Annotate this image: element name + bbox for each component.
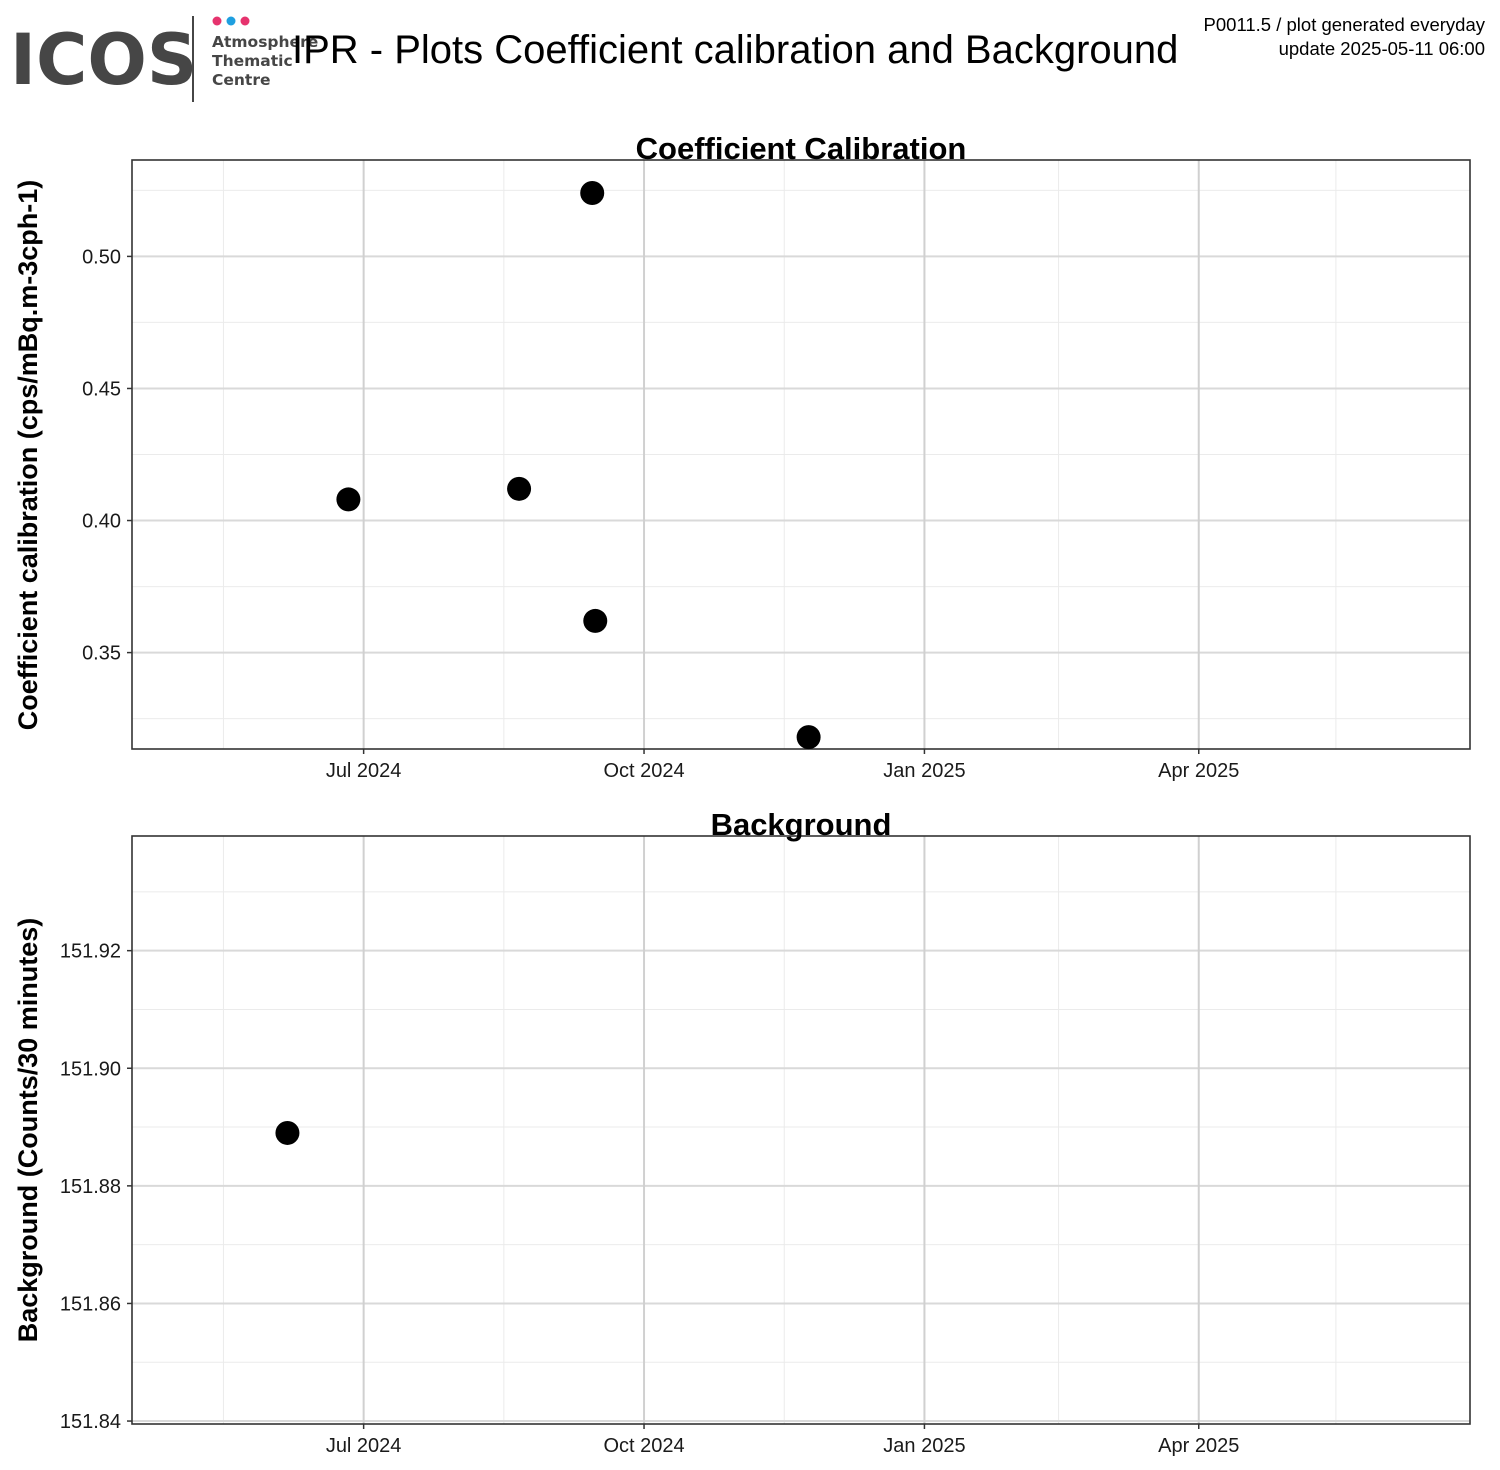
data-point [336,487,361,512]
logo-line-atmosphere: Atmosphere [212,33,318,51]
data-point [507,476,532,501]
y-axis-label: Coefficient calibration (cps/mBq.m-3cph-… [13,180,43,731]
logo-line-thematic: Thematic [212,52,293,70]
icos-logo: ICOS Atmosphere Thematic Centre [10,16,318,102]
x-tick-label: Oct 2024 [603,760,684,782]
x-tick-label: Jan 2025 [883,1435,965,1457]
y-axis-ticks: 151.84 151.86 151.88 151.90 151.92 [60,941,132,1433]
page-title: IPR - Plots Coefficient calibration and … [292,28,1178,72]
x-tick-label: Jan 2025 [883,760,965,782]
x-tick-label: Apr 2025 [1158,1435,1239,1457]
y-axis-label: Background (Counts/30 minutes) [13,918,43,1343]
x-tick-label: Apr 2025 [1158,760,1239,782]
x-tick-label: Oct 2024 [603,1435,684,1457]
plot-border [131,835,1471,1425]
grid-lines [132,160,1470,749]
y-tick-label: 0.45 [82,378,121,400]
update-timestamp: update 2025-05-11 06:00 [1279,38,1485,59]
logo-dot [226,16,236,26]
data-point [275,1120,300,1145]
y-tick-label: 0.40 [82,511,121,533]
chart-title: Coefficient Calibration [636,131,967,166]
plot-border [131,159,1471,750]
data-point [796,725,821,750]
y-tick-label: 151.86 [60,1293,121,1315]
y-tick-label: 151.88 [60,1176,121,1198]
logo-dot [240,16,250,26]
x-tick-label: Jul 2024 [326,760,402,782]
y-axis-ticks: 0.35 0.40 0.45 0.50 [82,246,132,665]
logo-dot [212,16,222,26]
y-tick-label: 0.50 [82,246,121,268]
generation-note: P0011.5 / plot generated everyday [1204,14,1486,35]
chart-title: Background [711,807,892,842]
y-tick-label: 151.90 [60,1058,121,1080]
x-tick-label: Jul 2024 [326,1435,402,1457]
logo-wordmark: ICOS [10,19,197,101]
x-axis-ticks: Jul 2024 Oct 2024 Jan 2025 Apr 2025 [326,1424,1239,1457]
data-points [275,1120,300,1145]
chart-panel-coefficient-calibration: 0.35 0.40 0.45 0.50 Jul 2024 Oct 2024 Jan 202… [13,131,1471,782]
chart-panel-background: 151.84 151.86 151.88 151.90 151.92 Jul 2024 O… [13,807,1471,1457]
data-points [336,181,821,750]
logo-line-centre: Centre [212,71,271,89]
x-axis-ticks: Jul 2024 Oct 2024 Jan 2025 Apr 2025 [326,749,1239,782]
grid-lines [132,836,1470,1424]
y-tick-label: 151.92 [60,941,121,963]
y-tick-label: 0.35 [82,643,121,665]
y-tick-label: 151.84 [60,1411,121,1433]
data-point [580,181,605,206]
data-point [583,608,608,633]
